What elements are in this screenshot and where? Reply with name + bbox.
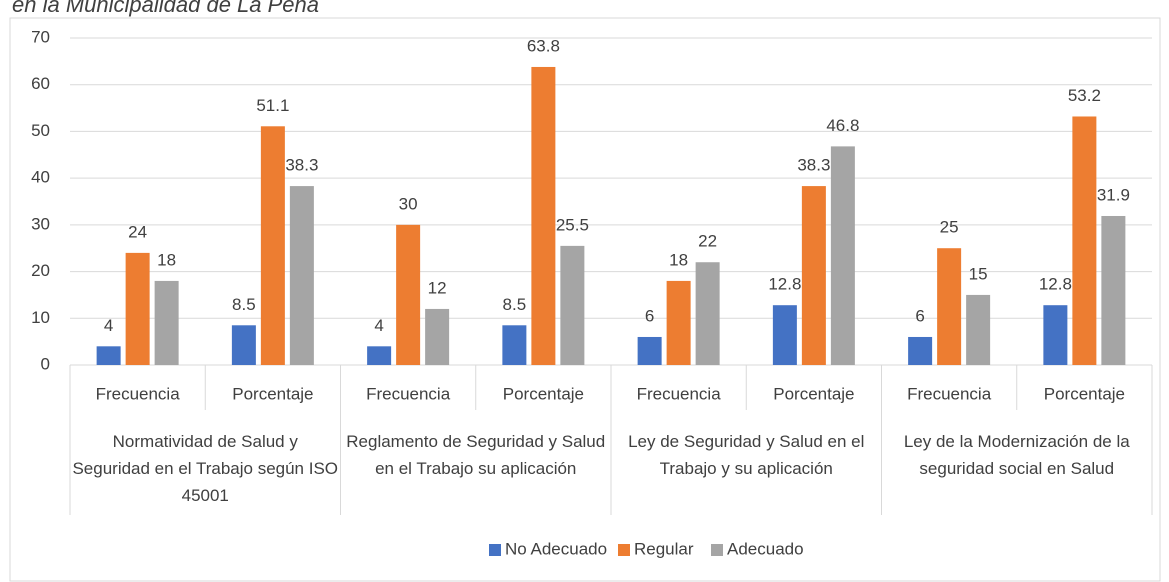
bar <box>367 346 392 365</box>
bar <box>231 325 256 365</box>
legend-swatch <box>711 544 723 556</box>
x-tick-label: Frecuencia <box>907 384 992 403</box>
bar <box>154 280 179 365</box>
legend-swatch <box>618 544 630 556</box>
data-label: 6 <box>915 306 924 325</box>
bar <box>260 126 285 365</box>
bar <box>772 305 797 365</box>
x-tick-label: Porcentaje <box>503 384 584 403</box>
bar <box>502 325 527 365</box>
data-label: 8.5 <box>232 295 256 314</box>
x-tick-label: Frecuencia <box>96 384 181 403</box>
y-tick-label: 0 <box>41 354 50 373</box>
legend-swatch <box>489 544 501 556</box>
bar <box>289 186 314 365</box>
data-label: 30 <box>399 194 418 213</box>
bar <box>637 336 662 365</box>
data-label: 18 <box>157 250 176 269</box>
y-tick-label: 50 <box>31 121 50 140</box>
data-label: 6 <box>645 306 654 325</box>
data-label: 24 <box>128 222 147 241</box>
y-tick-label: 20 <box>31 261 50 280</box>
x-tick-label: Porcentaje <box>232 384 313 403</box>
bar <box>396 224 421 365</box>
chart-title: en la Municipalidad de La Peña <box>12 0 319 17</box>
data-label: 38.3 <box>285 156 318 175</box>
bar <box>830 146 855 365</box>
bar <box>531 66 556 365</box>
y-tick-label: 70 <box>31 27 50 46</box>
data-label: 63.8 <box>527 36 560 55</box>
data-label: 25.5 <box>556 215 589 234</box>
bar <box>937 248 962 365</box>
bar <box>96 346 121 365</box>
data-label: 46.8 <box>826 116 859 135</box>
data-label: 8.5 <box>503 295 527 314</box>
legend-label: No Adecuado <box>505 539 607 558</box>
y-tick-label: 40 <box>31 168 50 187</box>
data-label: 38.3 <box>797 156 830 175</box>
group-label: Reglamento de Seguridad y Salud en el Tr… <box>346 432 606 478</box>
data-label: 4 <box>374 316 383 335</box>
data-label: 25 <box>940 218 959 237</box>
legend-label: Regular <box>634 539 694 558</box>
y-tick-label: 30 <box>31 214 50 233</box>
data-label: 31.9 <box>1097 185 1130 204</box>
y-tick-label: 60 <box>31 74 50 93</box>
data-label: 22 <box>698 232 717 251</box>
bar <box>801 186 826 365</box>
x-tick-label: Porcentaje <box>773 384 854 403</box>
chart-border <box>9 17 1161 582</box>
group-label: Ley de Seguridad y Salud en el Trabajo y… <box>628 432 865 478</box>
legend-label: Adecuado <box>727 539 804 558</box>
bar <box>425 308 450 365</box>
data-label: 4 <box>104 316 113 335</box>
bar <box>666 280 691 365</box>
data-label: 12 <box>428 278 447 297</box>
bar <box>560 245 585 365</box>
bar <box>1043 305 1068 365</box>
bar <box>125 252 150 365</box>
x-tick-label: Porcentaje <box>1044 384 1125 403</box>
x-tick-label: Frecuencia <box>366 384 451 403</box>
bar <box>908 336 933 365</box>
data-label: 53.2 <box>1068 86 1101 105</box>
group-label: Normatividad de Salud y Seguridad en el … <box>72 432 339 505</box>
bar <box>966 294 991 365</box>
data-label: 51.1 <box>256 96 289 115</box>
group-label: Ley de la Modernización de la seguridad … <box>903 432 1130 478</box>
data-label: 18 <box>669 250 688 269</box>
bar <box>1101 215 1126 365</box>
bar <box>695 262 720 365</box>
bar <box>1072 116 1097 365</box>
y-tick-label: 10 <box>31 308 50 327</box>
data-label: 12.8 <box>1039 275 1072 294</box>
data-label: 15 <box>969 264 988 283</box>
x-tick-label: Frecuencia <box>637 384 722 403</box>
data-label: 12.8 <box>768 275 801 294</box>
